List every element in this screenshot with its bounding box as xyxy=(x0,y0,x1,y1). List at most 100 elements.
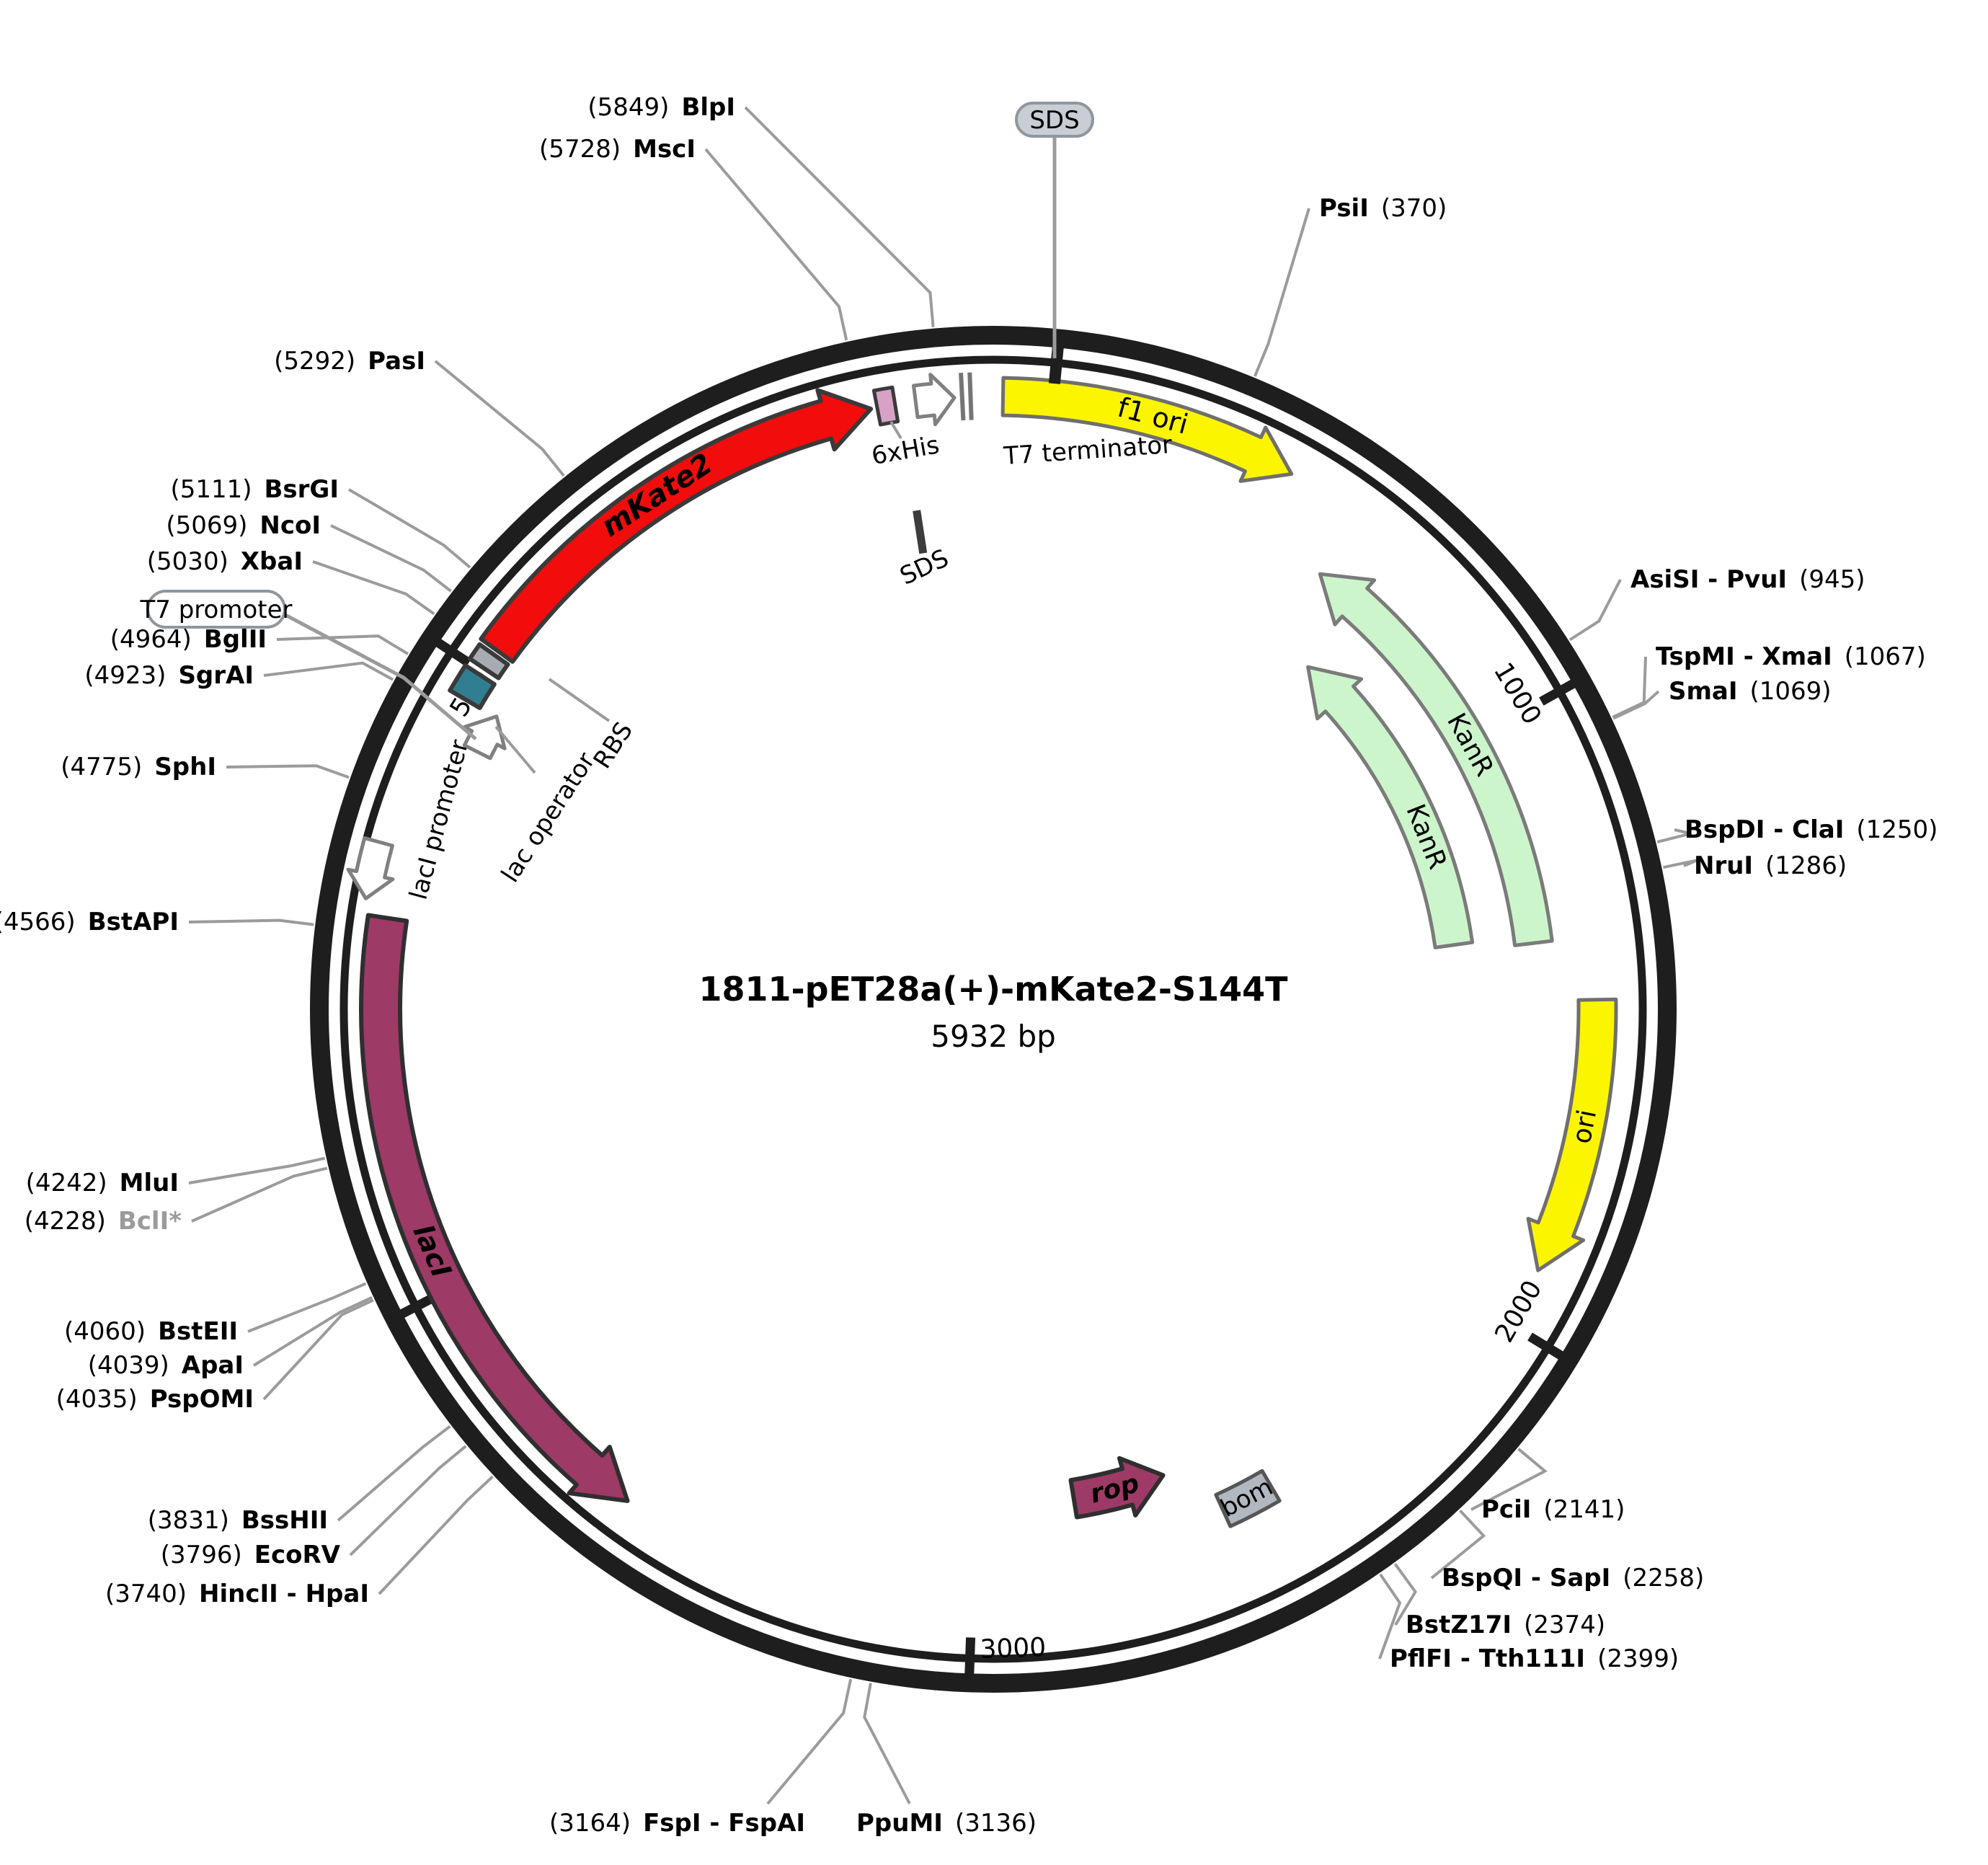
site-label[interactable]: (5728) MscI xyxy=(539,135,696,164)
site-PpuMI: PpuMI (3136) xyxy=(856,1683,1037,1838)
site-SphI: (4775) SphI xyxy=(61,753,350,781)
feature-f1-ori[interactable] xyxy=(1000,376,1294,483)
site-leader xyxy=(349,1445,467,1556)
callout-sds-top-pill[interactable] xyxy=(1015,102,1094,138)
site-leader xyxy=(1253,208,1310,377)
radial-bars xyxy=(913,341,1065,554)
site-ApaI: (4039) ApaI xyxy=(88,1295,373,1380)
tick-label-2000: 2000 xyxy=(1489,1275,1548,1347)
site-label[interactable]: (4566) BstAPI xyxy=(0,908,179,936)
site-leader xyxy=(347,488,471,569)
site-label[interactable]: (5292) PasI xyxy=(274,347,425,376)
site-label[interactable]: BspQI - SapI (2258) xyxy=(1442,1564,1704,1592)
tick-mark-5000 xyxy=(425,632,471,667)
site-label[interactable]: SmaI (1069) xyxy=(1669,677,1832,706)
feature-lac-operator[interactable] xyxy=(448,663,497,710)
terminator-bar-1 xyxy=(959,372,966,421)
sds-inner-label: SDS xyxy=(895,544,953,591)
site-label[interactable]: (3740) HincII - HpaI xyxy=(105,1580,369,1608)
site-leader xyxy=(226,764,350,779)
feature-rop[interactable] xyxy=(1068,1456,1166,1520)
site-BlpI: (5849) BlpI xyxy=(587,93,935,327)
tick-mark-2000 xyxy=(1527,1332,1574,1366)
site-label[interactable]: (5030) XbaI xyxy=(147,547,303,576)
site-leader xyxy=(766,1678,853,1805)
site-label[interactable]: NruI (1286) xyxy=(1694,851,1847,880)
callout-sds-top: SDS xyxy=(1015,102,1094,358)
feature-bom[interactable] xyxy=(1214,1468,1282,1528)
site-leader xyxy=(330,524,452,593)
feature-lacI-promoter-arrow[interactable] xyxy=(346,836,395,900)
site-label[interactable]: BspDI - ClaI (1250) xyxy=(1685,815,1938,844)
site-leader xyxy=(863,1683,911,1804)
site-label[interactable]: (4039) ApaI xyxy=(88,1351,244,1380)
site-label[interactable]: (4035) PspOMI xyxy=(56,1385,254,1414)
feature-label-ori: ori xyxy=(1567,1107,1602,1146)
site-label[interactable]: PpuMI (3136) xyxy=(856,1809,1037,1838)
site-SgrAI: (4923) SgrAI xyxy=(84,661,394,690)
site-AsiSI-PvuI: AsiSI - PvuI (945) xyxy=(1568,565,1865,642)
site-label[interactable]: PflFI - Tth111I (2399) xyxy=(1390,1644,1679,1673)
site-BsrGI: (5111) BsrGI xyxy=(170,475,471,569)
site-HincII-HpaI: (3740) HincII - HpaI xyxy=(105,1475,494,1608)
site-XbaI: (5030) XbaI xyxy=(147,547,435,616)
t7-terminator-label: T7 terminator xyxy=(1002,430,1173,471)
tick-label-1000: 1000 xyxy=(1488,657,1547,730)
laci-promoter-label: lacI promoter xyxy=(404,737,475,903)
tick-mark-1000 xyxy=(1539,673,1587,706)
rbs-label-leader xyxy=(548,678,611,722)
site-label[interactable]: (4242) MluI xyxy=(26,1169,179,1197)
site-label[interactable]: TspMI - XmaI (1067) xyxy=(1656,642,1926,671)
site-label[interactable]: PciI (2141) xyxy=(1481,1495,1625,1524)
site-leader xyxy=(1393,1563,1417,1626)
site-leader xyxy=(276,634,409,655)
sixhis-label-leader xyxy=(889,420,902,440)
site-SmaI: SmaI (1069) xyxy=(1612,677,1832,720)
feature-ori[interactable] xyxy=(1526,997,1618,1272)
feature-kanr-outer[interactable] xyxy=(1318,572,1554,947)
site-label[interactable]: (5849) BlpI xyxy=(587,93,735,122)
site-leader xyxy=(704,148,848,341)
site-label[interactable]: (5111) BsrGI xyxy=(170,475,339,504)
site-label[interactable]: (3831) BssHII xyxy=(148,1506,328,1535)
plasmid-name: 1811-pET28a(+)-mKate2-S144T xyxy=(698,970,1288,1009)
site-MscI: (5728) MscI xyxy=(539,135,848,341)
site-label[interactable]: (4060) BstEII xyxy=(64,1317,238,1346)
site-BstEII: (4060) BstEII xyxy=(64,1282,367,1346)
feature-sixhis-box[interactable] xyxy=(871,385,900,427)
site-MluI: (4242) MluI xyxy=(26,1156,326,1197)
site-PspOMI: (4035) PspOMI xyxy=(56,1298,374,1414)
site-TspMI-XmaI: TspMI - XmaI (1067) xyxy=(1612,642,1926,719)
feature-t7-terminator-arrow[interactable] xyxy=(912,373,957,427)
site-label[interactable]: (4228) BclI* xyxy=(25,1207,182,1236)
feature-kanr-inner[interactable] xyxy=(1306,665,1475,949)
feature-mKate2[interactable] xyxy=(479,388,874,664)
site-label[interactable]: AsiSI - PvuI (945) xyxy=(1630,565,1865,594)
feature-lacI[interactable] xyxy=(359,913,630,1503)
site-PasI: (5292) PasI xyxy=(274,347,565,477)
site-BspQI-SapI: BspQI - SapI (2258) xyxy=(1430,1509,1704,1592)
backbone-outer-ring xyxy=(310,326,1677,1693)
callout-sds-top-label: SDS xyxy=(1029,106,1079,135)
feature-rbs-box[interactable] xyxy=(467,642,510,681)
site-label[interactable]: PsiI (370) xyxy=(1319,194,1447,223)
tick-mark-3000 xyxy=(964,1637,976,1687)
site-BclI-: (4228) BclI* xyxy=(25,1166,328,1236)
lac-operator-label: lac operator xyxy=(496,748,601,888)
site-label[interactable]: (5069) NcoI xyxy=(166,511,321,540)
site-label[interactable]: BstZ17I (2374) xyxy=(1406,1611,1605,1639)
site-label[interactable]: (4923) SgrAI xyxy=(84,661,254,690)
site-leader xyxy=(252,1295,373,1367)
site-BstZ17I: BstZ17I (2374) xyxy=(1393,1563,1605,1639)
restriction-sites: (5849) BlpI (5728) MscI (5292) PasI (5111) … xyxy=(0,93,1938,1838)
backbone-rings xyxy=(310,326,1677,1693)
site-BspDI-ClaI: BspDI - ClaI (1250) xyxy=(1656,815,1938,844)
sixhis-label: 6xHis xyxy=(869,430,941,471)
site-label[interactable]: (3796) EcoRV xyxy=(161,1541,341,1569)
site-label[interactable]: (3164) FspI - FspAI xyxy=(549,1809,805,1838)
site-label[interactable]: (4775) SphI xyxy=(61,753,216,781)
callout-t7-promoter-pill[interactable] xyxy=(146,590,286,629)
tick-mark-4000 xyxy=(389,1293,437,1324)
site-label[interactable]: (4964) BglII xyxy=(110,625,267,654)
site-FspI-FspAI: (3164) FspI - FspAI xyxy=(549,1678,853,1838)
